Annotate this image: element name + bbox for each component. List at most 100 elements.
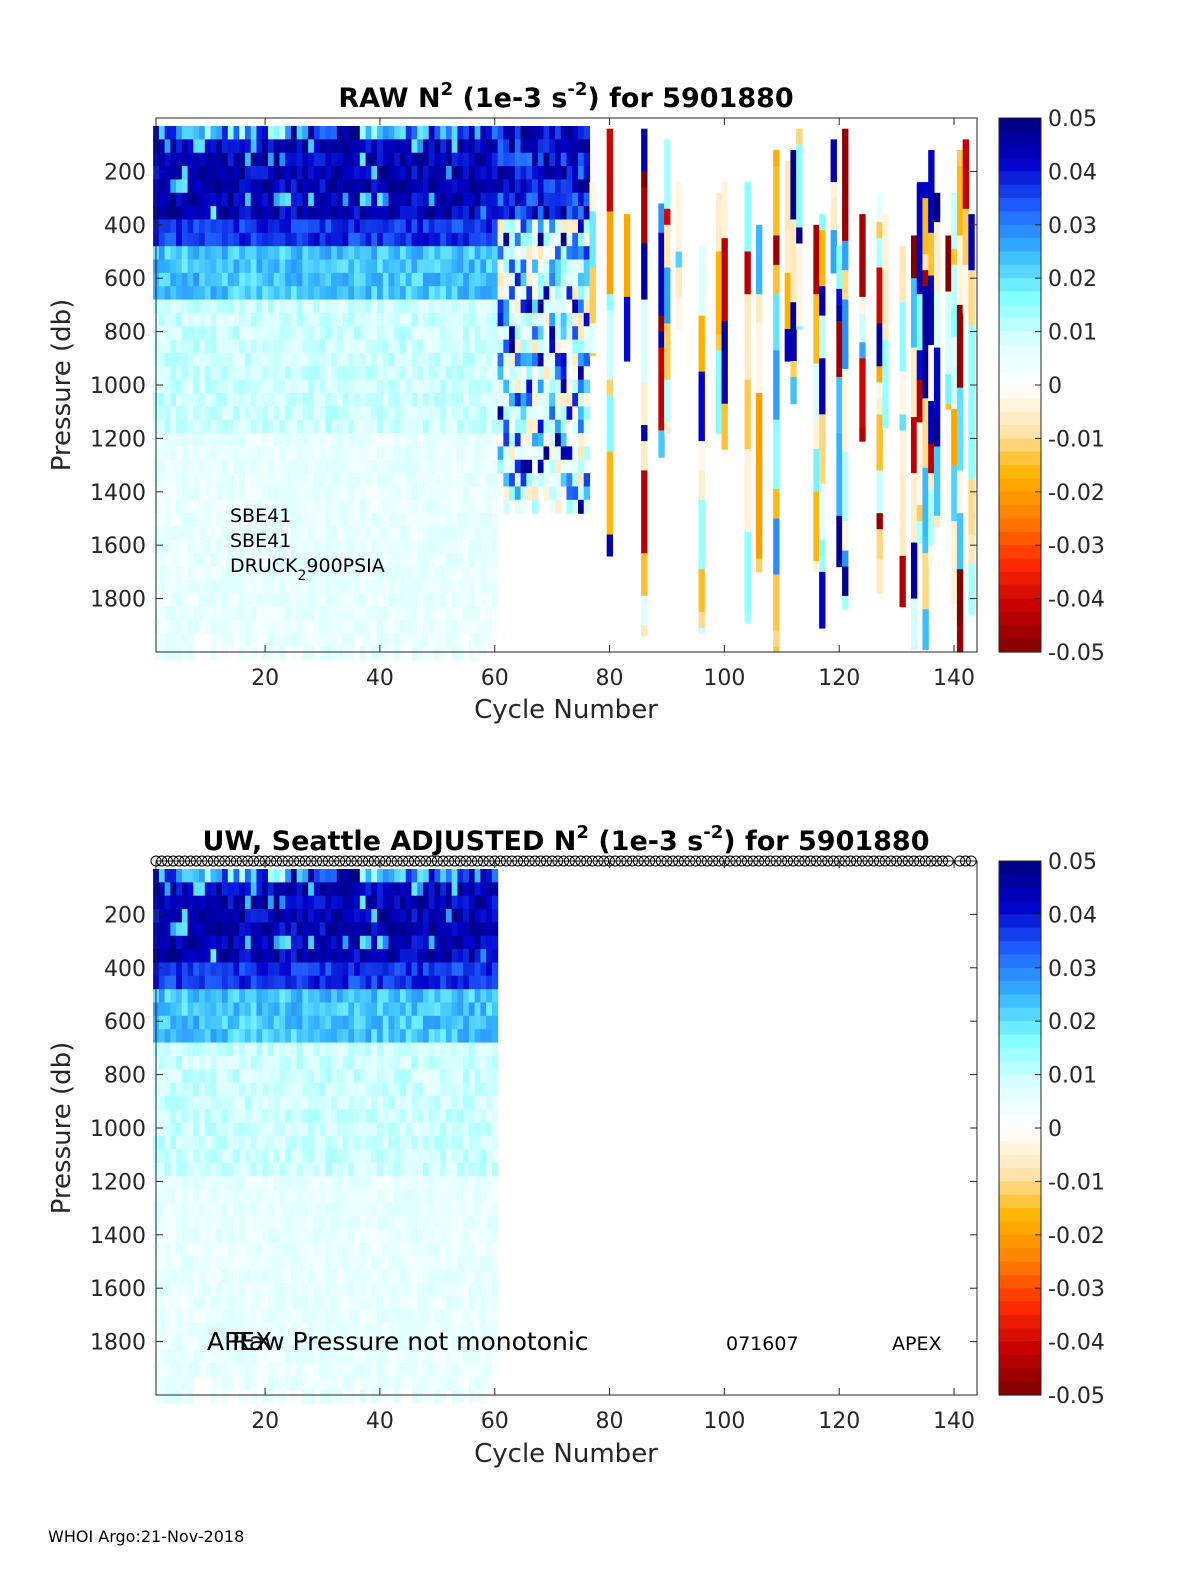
bottom-heatmap-cell — [325, 1042, 332, 1057]
bottom-heatmap-cell — [354, 1162, 361, 1177]
top-heatmap-cell — [296, 339, 303, 354]
top-heatmap-cell — [583, 419, 591, 434]
top-heatmap-cell — [164, 299, 171, 314]
top-heatmap-cell — [532, 419, 539, 434]
top-heatmap-cell — [308, 126, 315, 140]
bottom-heatmap-cell — [170, 1069, 177, 1084]
top-colorbar-segment — [999, 158, 1041, 172]
top-heatmap-cell — [882, 409, 889, 429]
bottom-heatmap-cell — [411, 935, 418, 950]
top-heatmap-cell — [193, 192, 200, 207]
bottom-heatmap-cell — [377, 1349, 384, 1364]
bottom-heatmap-cell — [267, 1042, 275, 1057]
bottom-heatmap-cell — [400, 1029, 407, 1044]
top-heatmap-cell — [273, 406, 281, 421]
top-heatmap-cell — [589, 267, 596, 325]
top-heatmap-cell — [371, 553, 378, 568]
bottom-heatmap-cell — [342, 1189, 349, 1204]
bottom-heatmap-cell — [331, 975, 338, 990]
top-heatmap-cell — [313, 326, 321, 341]
top-heatmap-cell — [279, 139, 286, 154]
top-heatmap-cell — [405, 259, 413, 274]
top-heatmap-cell — [371, 486, 378, 501]
top-heatmap-cell — [227, 166, 235, 181]
top-heatmap-cell — [365, 393, 372, 407]
top-heatmap-cell — [382, 433, 390, 448]
bottom-heatmap-cell — [279, 1189, 286, 1204]
bottom-heatmap-cell — [400, 975, 407, 990]
bottom-heatmap-cell — [285, 1269, 292, 1284]
top-heatmap-cell — [348, 286, 355, 301]
bottom-heatmap-cell — [377, 975, 384, 990]
bottom-heatmap-cell — [164, 1256, 171, 1271]
bottom-heatmap-cell — [382, 1336, 390, 1351]
bottom-heatmap-cell — [239, 1176, 246, 1191]
top-heatmap-cell — [509, 366, 516, 381]
top-heatmap-cell — [434, 513, 441, 528]
top-heatmap-cell — [405, 126, 413, 140]
top-heatmap-cell — [400, 633, 407, 648]
top-heatmap-cell — [279, 619, 286, 634]
bottom-heatmap-cell — [164, 1149, 171, 1164]
top-heatmap-cell — [503, 179, 510, 194]
bottom-heatmap-cell — [331, 1122, 338, 1137]
top-heatmap-cell — [181, 619, 189, 634]
bottom-heatmap-cell — [204, 1015, 212, 1030]
top-heatmap-cell — [486, 526, 493, 541]
top-heatmap-cell — [302, 433, 309, 448]
top-heatmap-cell — [468, 299, 476, 314]
top-heatmap-cell — [382, 272, 390, 287]
bottom-heatmap-cell — [233, 1322, 240, 1337]
top-heatmap-cell — [463, 219, 470, 234]
top-heatmap-cell — [348, 139, 355, 154]
bottom-heatmap-cell — [256, 1309, 263, 1324]
top-heatmap-cell — [170, 446, 177, 461]
top-heatmap-cell — [302, 192, 309, 207]
bottom-heatmap-cell — [405, 1229, 413, 1244]
top-heatmap-cell — [296, 619, 303, 634]
bottom-heatmap-cell — [250, 949, 258, 964]
bottom-heatmap-cell — [250, 1069, 258, 1084]
bottom-heatmap-cell — [181, 1389, 189, 1404]
top-heatmap-cell — [262, 379, 269, 394]
bottom-heatmap-cell — [164, 1309, 171, 1324]
bottom-heatmap-cell — [400, 869, 407, 883]
bottom-heatmap-cell — [273, 909, 281, 924]
bottom-heatmap-cell — [267, 1189, 275, 1204]
bottom-heatmap-cell — [176, 1269, 183, 1284]
top-heatmap-cell — [405, 246, 413, 261]
bottom-heatmap-cell — [331, 1256, 338, 1271]
bottom-heatmap-cell — [170, 1189, 177, 1204]
bottom-heatmap-cell — [411, 922, 418, 937]
top-heatmap-cell — [244, 299, 252, 314]
top-heatmap-cell — [199, 419, 206, 434]
top-heatmap-cell — [773, 518, 780, 576]
top-heatmap-cell — [394, 553, 401, 568]
top-heatmap-cell — [956, 166, 964, 237]
bottom-heatmap-cell — [204, 1216, 212, 1231]
top-heatmap-cell — [555, 379, 562, 394]
top-heatmap-cell — [836, 376, 843, 434]
top-heatmap-cell — [273, 513, 281, 528]
top-heatmap-cell — [445, 179, 453, 194]
top-heatmap-cell — [279, 326, 286, 341]
bottom-heatmap-cell — [267, 935, 275, 950]
bottom-heatmap-cell — [216, 1322, 223, 1337]
top-heatmap-cell — [199, 352, 206, 367]
bottom-heatmap-cell — [204, 1282, 212, 1297]
bottom-heatmap-cell — [210, 1176, 217, 1191]
bottom-heatmap-cell — [388, 1376, 395, 1391]
top-heatmap-cell — [434, 152, 441, 167]
top-heatmap-cell — [285, 232, 292, 247]
top-heatmap-cell — [296, 419, 303, 434]
top-heatmap-cell — [830, 182, 837, 199]
top-heatmap-cell — [181, 366, 189, 381]
bottom-heatmap-cell — [342, 1362, 349, 1377]
bottom-heatmap-cell — [176, 989, 183, 1004]
top-colorbar-segment — [999, 438, 1041, 453]
bottom-heatmap-cell — [239, 1055, 246, 1070]
top-heatmap-cell — [583, 486, 591, 501]
top-heatmap-cell — [164, 179, 171, 194]
top-heatmap-cell — [336, 419, 344, 434]
top-heatmap-cell — [325, 379, 332, 394]
